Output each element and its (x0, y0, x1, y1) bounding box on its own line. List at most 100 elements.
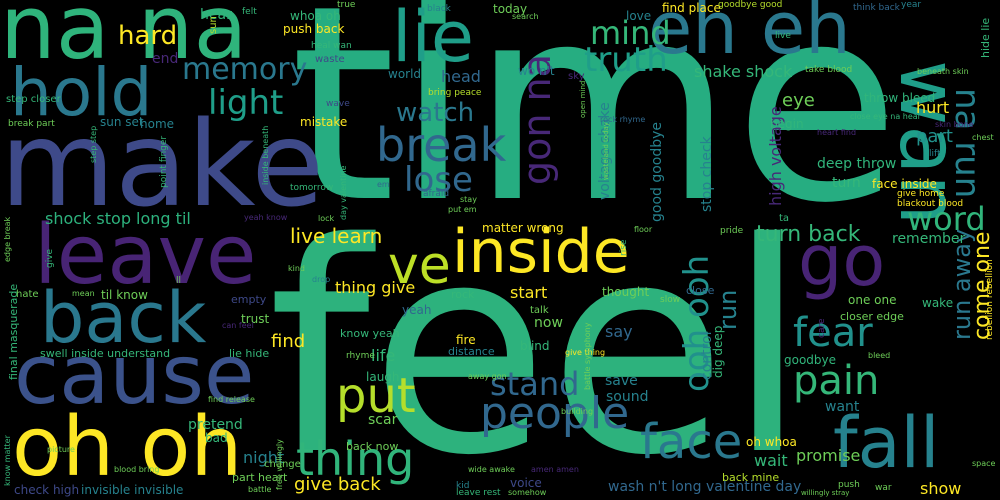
word-heal-wan: heal wan (311, 41, 352, 51)
word-talk: talk (530, 305, 549, 316)
word-give: give (45, 248, 55, 268)
word-felt: felt (242, 7, 257, 17)
word-bleed: bleed (868, 351, 891, 360)
word-shake-shock: shake shock (694, 62, 793, 81)
word-floor: floor (634, 225, 653, 234)
word-make: make (0, 95, 324, 233)
word-live-learn: live learn (290, 224, 383, 248)
word-tomorrow: tomorrow (290, 183, 334, 193)
word-turn: turn (832, 175, 861, 191)
word-mistake: mistake (300, 115, 348, 129)
word-take-blood: take blood (805, 65, 853, 75)
word-turn-back: turn back (756, 222, 861, 247)
word-put-em: put em (448, 205, 477, 214)
word-back-mine: back mine (722, 471, 780, 484)
word-give-thing: give thing (565, 348, 606, 357)
word-back-now: back now (346, 440, 399, 453)
word-free-willingly: free willingly (275, 439, 284, 490)
word-oh-oh: oh oh (12, 400, 243, 495)
word-dig-deep: dig deep (711, 325, 725, 378)
word-check-high: check high (14, 483, 80, 497)
word-lock: lock (318, 214, 335, 223)
word-find: find (271, 331, 306, 352)
word-people: people (480, 388, 630, 439)
word-eh-eh: eh eh (648, 0, 851, 70)
word-remember: remember (892, 231, 966, 247)
word-stop-check: stop check (699, 136, 715, 212)
word-em: em (377, 180, 390, 189)
word-want: want (825, 399, 860, 415)
word-lie-hide: lie hide (229, 347, 270, 360)
word-battle-symphony: battle symphony (583, 322, 592, 390)
word-watch: watch (396, 98, 475, 128)
word-somehow: somehow (508, 488, 547, 497)
word-sky: sky (568, 71, 585, 82)
word-edge-break: edge break (3, 216, 12, 262)
word-one-one: one one (848, 293, 897, 307)
word-inside: inside (452, 217, 630, 287)
word-leave-rest: leave rest (456, 488, 501, 498)
word-thing: thing (296, 432, 415, 486)
word-life: life (371, 346, 396, 365)
word-na-run: na run (947, 88, 987, 199)
word-wash-long: wash n't long valentine day (608, 479, 802, 495)
word-thing-give: thing give (335, 278, 416, 297)
word-give-back: give back (294, 474, 381, 495)
word-head: head (441, 67, 481, 86)
word-stand: stand (490, 365, 580, 403)
word-distance: distance (448, 345, 495, 358)
word-run: run (714, 289, 742, 330)
word-rebellion: rebellion rebellion (985, 259, 995, 340)
word-feel: feel (268, 182, 808, 500)
word-trust: trust (241, 312, 270, 326)
word-lie: lie (392, 0, 474, 78)
word-ve: ve (388, 236, 451, 296)
word-blood-bring: blood bring (114, 465, 160, 474)
word-part: part (916, 126, 953, 147)
word-promise: promise (796, 446, 861, 465)
word-point-finger: point finger (159, 135, 169, 188)
word-change: change (264, 459, 301, 470)
word-cause: cause (14, 328, 255, 423)
word-wait: wait (754, 451, 788, 470)
word-ta: ta (779, 213, 790, 224)
word-wasteland-today: wasteland today (602, 122, 610, 180)
word-face-inside: face inside (872, 177, 937, 191)
word-whoa-oh: whoa oh (290, 9, 341, 23)
word-put: put (336, 368, 416, 424)
word-night: night (243, 448, 285, 467)
word-battle: battle (248, 485, 272, 494)
word-fall: fall (833, 402, 940, 484)
word-rock: rock (451, 288, 475, 301)
word-true: true (337, 0, 356, 10)
word-day-valentine: day valentine (339, 165, 348, 220)
word-push-back: push back (283, 22, 345, 36)
word-goodbye: goodbye (784, 353, 837, 367)
word-scar: scar (368, 412, 398, 428)
word-empty: empty (231, 293, 267, 306)
word-go: go (798, 220, 886, 302)
word-open-mind: open mind (579, 80, 587, 118)
word-ll: ll (176, 276, 182, 286)
word-think-back: think back (853, 3, 900, 13)
word-sun-set: sun set (100, 115, 144, 129)
word-know-matter: know matter (3, 435, 12, 486)
word-yeah-know: yeah know (244, 213, 288, 222)
word-truth: truth (584, 40, 668, 80)
word-sound: sound (606, 389, 649, 405)
word-lose: lose (404, 160, 473, 200)
word-fear: fear (793, 310, 873, 356)
word-love: love (626, 9, 652, 23)
word-lift: lift (929, 149, 941, 159)
word-year: year (901, 0, 922, 10)
word-today: today (493, 2, 528, 16)
word-wave: wave (326, 99, 350, 109)
word-wide-awake: wide awake (468, 465, 515, 474)
word-hide-lie: hide lie (979, 17, 992, 58)
word-waste: waste (315, 54, 345, 65)
word-eye: eye (782, 90, 815, 111)
word-invisible: invisible invisible (81, 483, 184, 497)
word-laugh: laugh (366, 370, 400, 384)
word-inside-beneath: inside beneath (261, 125, 270, 185)
word-away-gon: away gon (468, 372, 507, 381)
